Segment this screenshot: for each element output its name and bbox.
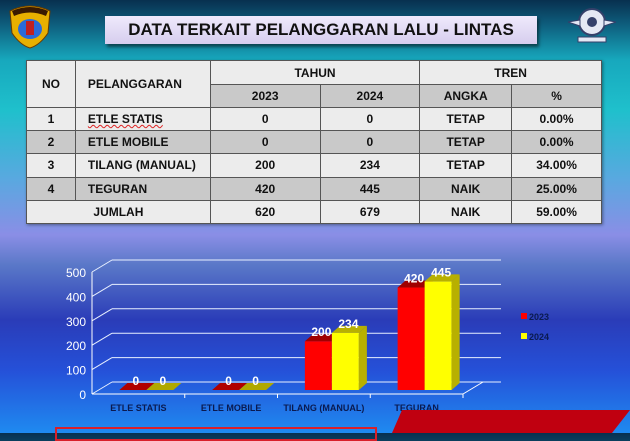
y-tick-label: 500	[66, 266, 86, 280]
cell-2024: 234	[319, 153, 421, 178]
data-label: 420	[404, 272, 424, 286]
bar-side-2024	[358, 325, 367, 390]
bar-2023	[397, 287, 425, 390]
violation-data-table: NO PELANGGARAN TAHUN TREN 2023 2024 ANGK…	[26, 60, 602, 225]
cell-2023: 0	[209, 130, 321, 155]
cell-pct: 0.00%	[511, 130, 602, 155]
table-row: 1 ETLE STATIS 0 0 TETAP 0.00%	[26, 106, 602, 132]
bar-top-2024	[331, 325, 367, 333]
legend-swatch-2023	[521, 313, 527, 319]
data-label: 0	[225, 374, 232, 388]
cell-no: 1	[26, 106, 76, 132]
gridline-side	[91, 283, 113, 297]
gridline-side	[91, 357, 113, 371]
data-label: 0	[160, 374, 167, 388]
total-pct: 59.00%	[511, 199, 602, 225]
bar-top-2023	[397, 280, 433, 288]
cell-pct: 25.00%	[511, 176, 602, 201]
data-label: 0	[252, 374, 259, 388]
gridline-side	[91, 332, 113, 346]
y-tick-label: 200	[66, 339, 86, 353]
data-label: 0	[133, 374, 140, 388]
slide-title: DATA TERKAIT PELANGGARAN LALU - LINTAS	[105, 16, 537, 44]
header-tahun: TAHUN	[209, 60, 421, 85]
cell-pct: 0.00%	[511, 106, 602, 132]
floor-edge	[462, 381, 484, 395]
total-row: JUMLAH 620 679 NAIK 59.00%	[26, 199, 602, 225]
bar-2024	[331, 332, 359, 390]
total-2023: 620	[209, 199, 321, 225]
x-tick-label: ETLE MOBILE	[201, 403, 262, 413]
header-tren: TREN	[419, 60, 602, 85]
bar-top-2023	[304, 334, 340, 342]
bar-chart: 0 100 200 300 400 500 ETLE STATIS 0 0 ETLE MOBILE…	[66, 259, 549, 413]
y-tick-label: 300	[66, 315, 86, 329]
cell-2024: 0	[319, 130, 421, 155]
cell-2024: 445	[319, 176, 421, 201]
bar-side-2024	[451, 274, 460, 390]
police-badge-logo	[9, 5, 51, 49]
bar-top-2024	[239, 383, 275, 390]
table-row: 4 TEGURAN 420 445 NAIK 25.00%	[26, 176, 602, 201]
bar-top-2024	[424, 274, 460, 282]
total-angka: NAIK	[419, 199, 513, 225]
gridline-side	[91, 381, 113, 395]
cell-no: 3	[26, 153, 76, 178]
x-tick-label: TILANG (MANUAL)	[283, 403, 364, 413]
data-label: 200	[311, 325, 331, 339]
header-2024: 2024	[319, 84, 421, 108]
cell-angka: TETAP	[419, 106, 513, 132]
cell-name-text: ETLE STATIS	[87, 112, 163, 127]
y-tick-label: 400	[66, 290, 86, 304]
header-no: NO	[26, 60, 76, 108]
total-label: JUMLAH	[26, 199, 211, 225]
table-row: 3 TILANG (MANUAL) 200 234 TETAP 34.00%	[26, 153, 602, 178]
traffic-police-wheel-logo	[567, 8, 617, 43]
cell-no: 4	[26, 176, 76, 201]
bottom-text-box	[55, 427, 377, 441]
legend-swatch-2024	[521, 333, 527, 339]
bar-2024	[424, 281, 452, 390]
x-tick-label: TEGURAN	[394, 403, 439, 413]
cell-2023: 0	[209, 106, 321, 132]
data-label: 445	[431, 265, 451, 279]
header-2023: 2023	[209, 84, 321, 108]
header-angka: ANGKA	[419, 84, 513, 108]
cell-2023: 420	[209, 176, 321, 201]
y-tick-label: 0	[79, 388, 86, 402]
cell-angka: TETAP	[419, 130, 513, 155]
legend-label: 2024	[529, 332, 549, 342]
cell-name: ETLE STATIS	[74, 106, 211, 132]
bar-top-2023	[119, 383, 155, 390]
cell-name: TEGURAN	[74, 176, 211, 201]
legend-label: 2023	[529, 312, 549, 322]
cell-no: 2	[26, 130, 76, 155]
data-label: 234	[338, 317, 358, 331]
header-pelanggaran: PELANGGARAN	[74, 60, 211, 108]
table-row: 2 ETLE MOBILE 0 0 TETAP 0.00%	[26, 130, 602, 155]
bar-top-2024	[146, 383, 182, 390]
cell-angka: TETAP	[419, 153, 513, 178]
cell-pct: 34.00%	[511, 153, 602, 178]
bar-top-2023	[212, 383, 248, 390]
bar-2023	[304, 341, 332, 390]
total-2024: 679	[319, 199, 421, 225]
header-pct: %	[511, 84, 602, 108]
cell-name: TILANG (MANUAL)	[74, 153, 211, 178]
x-tick-label: ETLE STATIS	[110, 403, 166, 413]
cell-2023: 200	[209, 153, 321, 178]
y-tick-label: 100	[66, 364, 86, 378]
gridline-side	[91, 308, 113, 322]
cell-name: ETLE MOBILE	[74, 130, 211, 155]
cell-angka: NAIK	[419, 176, 513, 201]
gridline-side	[91, 259, 113, 273]
cell-2024: 0	[319, 106, 421, 132]
